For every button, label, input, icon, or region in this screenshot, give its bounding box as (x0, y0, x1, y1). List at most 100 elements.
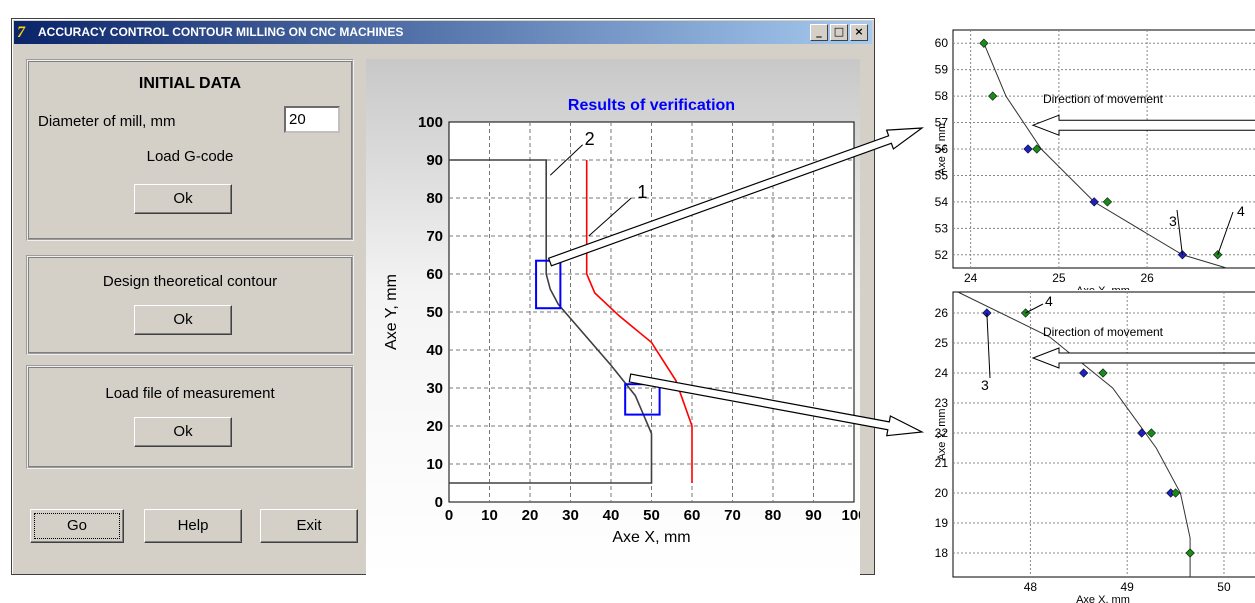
zoom-bottom-x-tick-label: 48 (1024, 580, 1038, 594)
zoom-top-y-tick-label: 58 (935, 89, 949, 103)
zoom-bottom-y-axis-label: Axe Y, mm (936, 408, 948, 460)
zoom-top-theoretical-curve (983, 43, 1227, 269)
x-tick-label: 30 (562, 507, 579, 524)
maximize-button[interactable]: □ (830, 24, 848, 41)
zoom-bottom-direction-label: Direction of movement (1043, 325, 1164, 339)
zoom-top-y-tick-label: 59 (935, 63, 949, 77)
theoretical-contour-line (449, 159, 653, 484)
callout-label-1: 1 (637, 182, 647, 202)
zoom-bottom-plot-area (952, 291, 1255, 578)
exit-button[interactable]: Exit (260, 509, 358, 543)
window-title: ACCURACY CONTROL CONTOUR MILLING ON CNC … (38, 25, 404, 39)
zoom-top-direction-label: Direction of movement (1043, 92, 1164, 106)
zoom-top-y-tick-label: 57 (935, 116, 949, 130)
zoom-top-measured-point-green (1032, 144, 1042, 154)
zoom-top-label-3: 3 (1169, 213, 1177, 229)
x-tick-label: 10 (481, 507, 498, 524)
zoom-top-measured-point-green (988, 91, 998, 101)
zoom-bottom-y-tick-label: 20 (935, 486, 949, 500)
zoom-bottom-y-tick-label: 26 (935, 306, 949, 320)
zoom-bottom-y-tick-label: 21 (935, 456, 949, 470)
design-contour-ok-button[interactable]: Ok (134, 305, 232, 335)
zoom-bottom-measured-point-green (1185, 548, 1195, 558)
load-gcode-label: Load G-code (146, 148, 234, 165)
x-tick-label: 60 (684, 507, 701, 524)
callout-label-2: 2 (585, 129, 595, 149)
x-tick-label: 80 (765, 507, 782, 524)
zoom-bottom-label-4: 4 (1045, 293, 1053, 309)
zoom-bottom-theoretical-curve (957, 291, 1191, 577)
zoom-bottom-measured-point-green (1098, 368, 1108, 378)
zoom-bottom-y-tick-label: 19 (935, 516, 949, 530)
zoom-top-y-tick-label: 52 (935, 248, 949, 262)
app-logo-icon: 7 (17, 24, 25, 41)
y-axis-label: Axe Y, mm (383, 274, 400, 350)
zoom-chart-bottom: 48 49 50 18 19 20 21 22 23 24 25 26 Axe X, mm Axe Y, … (935, 291, 1255, 603)
zoom-bottom-x-tick-label: 50 (1217, 580, 1231, 594)
design-contour-group: Design theoretical contour Ok (26, 255, 354, 355)
y-tick-label: 100 (418, 114, 443, 131)
zoom-bottom-measured-point-blue (1079, 368, 1089, 378)
load-measurement-ok-button[interactable]: Ok (134, 417, 232, 447)
x-tick-label: 70 (724, 507, 741, 524)
zoom-bottom-y-tick-label: 22 (935, 426, 949, 440)
x-tick-label: 40 (603, 507, 620, 524)
zoom-top-x-tick-label: 26 (1140, 271, 1154, 285)
zoom-bottom-label-leader-4 (1025, 303, 1044, 314)
zoom-top-y-tick-label: 55 (935, 168, 949, 182)
minimize-button[interactable]: _ (810, 24, 828, 41)
diameter-label: Diameter of mill, mm (38, 113, 176, 130)
initial-data-heading: INITIAL DATA (138, 75, 242, 92)
load-measurement-group: Load file of measurement Ok (26, 365, 354, 469)
x-tick-label: 90 (805, 507, 822, 524)
initial-data-group: INITIAL DATA Diameter of mill, mm Load G… (26, 59, 354, 241)
zoom-bottom-y-tick-label: 18 (935, 546, 949, 560)
window-controls: _ □ × (810, 24, 868, 41)
zoom-bottom-label-3: 3 (981, 377, 989, 393)
load-measurement-label: Load file of measurement (105, 385, 275, 402)
zoom-bottom-measured-point-green (1146, 428, 1156, 438)
zoom-bottom-measured-point-blue (1137, 428, 1147, 438)
app-window: 7 ACCURACY CONTROL CONTOUR MILLING ON CN… (11, 18, 875, 579)
zoom-bottom-x-axis-label: Axe X, mm (1076, 594, 1130, 603)
zoom-chart-top: 24 25 26 52 53 54 55 56 57 58 59 60 Axe X, mm Axe Y, … (935, 29, 1255, 290)
x-axis-label: Axe X, mm (612, 529, 690, 546)
zoom-top-y-tick-label: 60 (935, 36, 949, 50)
x-tick-label: 50 (643, 507, 660, 524)
help-button[interactable]: Help (144, 509, 242, 543)
zoom-bottom-y-tick-label: 25 (935, 336, 949, 350)
zoom-top-label-leader-4 (1217, 211, 1234, 255)
zoom-top-label-4: 4 (1237, 203, 1245, 219)
y-tick-label: 80 (426, 190, 443, 207)
zoom-top-direction-arrow (1031, 114, 1255, 136)
zoom-top-x-tick-label: 24 (964, 271, 978, 285)
x-tick-label: 0 (445, 507, 453, 524)
y-tick-label: 40 (426, 342, 443, 359)
zoom-top-label-leader-3 (1176, 209, 1183, 255)
zoom-top-x-axis-label: Axe X, mm (1076, 285, 1130, 290)
verification-chart-panel: Results of verification 0 10 20 30 40 50 60 70 80… (366, 59, 867, 579)
x-tick-label: 100 (841, 507, 860, 524)
zoom-bottom-measured-point-blue (1166, 488, 1176, 498)
y-tick-label: 20 (426, 418, 443, 435)
diameter-input[interactable] (284, 106, 340, 133)
zoom-top-y-tick-label: 56 (935, 142, 949, 156)
close-button[interactable]: × (850, 24, 868, 41)
zoom-top-y-tick-label: 53 (935, 221, 949, 235)
zoom-top-measured-point-green (1102, 197, 1113, 207)
zoom-top-plot-area (952, 29, 1255, 269)
go-button[interactable]: Go (30, 509, 124, 543)
zoom-top-y-axis-label: Axe Y, mm (936, 123, 948, 175)
y-tick-label: 50 (426, 304, 443, 321)
zoom-top-x-tick-label: 25 (1052, 271, 1066, 285)
zoom-top-measured-point-green (1213, 250, 1223, 260)
y-tick-label: 30 (426, 380, 443, 397)
zoom-bottom-y-tick-label: 23 (935, 396, 949, 410)
zoom-top-y-tick-label: 54 (935, 195, 949, 209)
zoom-top-measured-point-blue (1089, 197, 1099, 207)
title-bar[interactable]: 7 ACCURACY CONTROL CONTOUR MILLING ON CN… (14, 21, 872, 44)
y-tick-label: 60 (426, 266, 443, 283)
load-gcode-ok-button[interactable]: Ok (134, 184, 232, 214)
x-tick-label: 20 (522, 507, 539, 524)
